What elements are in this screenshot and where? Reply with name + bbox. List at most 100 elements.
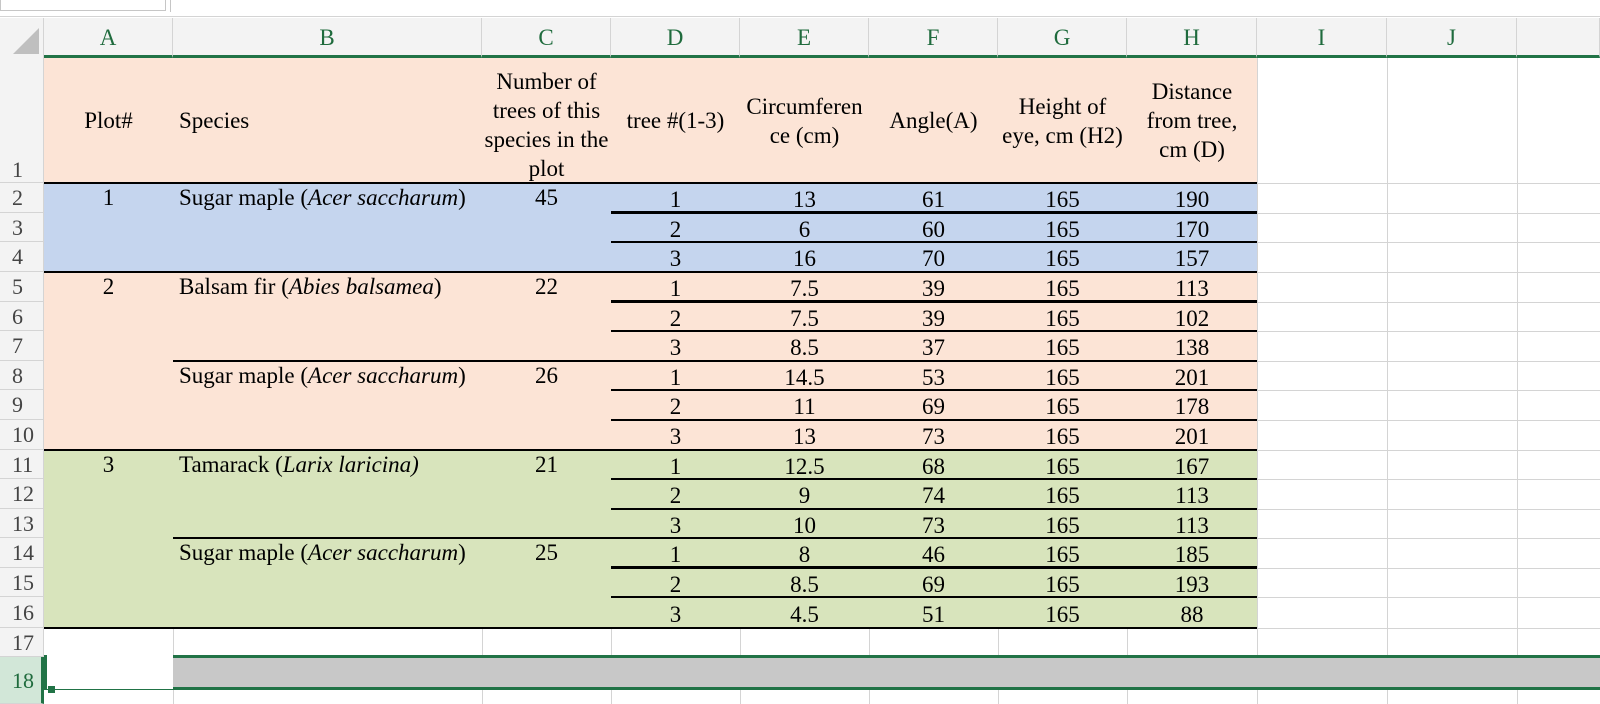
angle-cell[interactable]: 60 — [922, 217, 945, 242]
distance-cell[interactable]: 113 — [1175, 513, 1209, 538]
row-header-9[interactable]: 9 — [0, 390, 44, 420]
circumference-cell[interactable]: 12.5 — [784, 454, 825, 479]
row-header-14[interactable]: 14 — [0, 538, 44, 568]
column-header-g[interactable]: G — [998, 18, 1127, 58]
distance-cell[interactable]: 185 — [1174, 542, 1210, 567]
height-of-eye-cell[interactable]: 165 — [1045, 513, 1080, 538]
tree-number-cell[interactable]: 1 — [669, 542, 682, 567]
angle-cell[interactable]: 39 — [922, 276, 945, 301]
height-of-eye-cell[interactable]: 165 — [1045, 246, 1080, 271]
circumference-cell[interactable]: 6 — [798, 217, 811, 242]
height-of-eye-cell[interactable]: 165 — [1045, 572, 1080, 597]
circumference-cell[interactable]: 14.5 — [784, 365, 825, 390]
tree-number-cell[interactable]: 1 — [669, 365, 682, 390]
row-header-17[interactable]: 17 — [0, 628, 44, 657]
circumference-cell[interactable]: 7.5 — [790, 306, 819, 331]
height-of-eye-cell[interactable]: 165 — [1045, 365, 1080, 390]
row-header-6[interactable]: 6 — [0, 302, 44, 331]
tree-number-cell[interactable]: 2 — [669, 217, 682, 242]
tree-number-cell[interactable]: 1 — [669, 454, 682, 479]
column-header-j[interactable]: J — [1387, 18, 1517, 58]
distance-cell[interactable]: 201 — [1174, 424, 1210, 449]
distance-cell[interactable]: 113 — [1175, 276, 1209, 301]
distance-cell[interactable]: 138 — [1174, 335, 1210, 360]
height-of-eye-cell[interactable]: 165 — [1045, 217, 1080, 242]
circumference-cell[interactable]: 11 — [793, 394, 816, 419]
distance-cell[interactable]: 193 — [1174, 572, 1210, 597]
column-header-f[interactable]: F — [869, 18, 998, 58]
distance-cell[interactable]: 170 — [1174, 217, 1210, 242]
angle-cell[interactable]: 61 — [922, 187, 945, 212]
active-cell-a18[interactable] — [44, 655, 173, 689]
angle-cell[interactable]: 51 — [922, 602, 945, 627]
worksheet-grid[interactable]: Plot# Species Number of trees of this spec… — [44, 58, 1600, 704]
angle-cell[interactable]: 69 — [922, 394, 945, 419]
distance-cell[interactable]: 190 — [1174, 187, 1210, 212]
height-of-eye-cell[interactable]: 165 — [1045, 394, 1080, 419]
fill-handle[interactable] — [48, 686, 55, 693]
name-box[interactable] — [0, 0, 166, 11]
circumference-cell[interactable]: 8.5 — [790, 335, 819, 360]
column-header-b[interactable]: B — [173, 18, 482, 58]
circumference-cell[interactable]: 13 — [793, 424, 816, 449]
height-of-eye-cell[interactable]: 165 — [1045, 542, 1080, 567]
tree-number-cell[interactable]: 2 — [669, 483, 682, 508]
height-of-eye-cell[interactable]: 165 — [1045, 276, 1080, 301]
height-of-eye-cell[interactable]: 165 — [1045, 602, 1080, 627]
row-header-7[interactable]: 7 — [0, 331, 44, 361]
angle-cell[interactable]: 70 — [922, 246, 945, 271]
tree-number-cell[interactable]: 3 — [669, 424, 682, 449]
angle-cell[interactable]: 39 — [922, 306, 945, 331]
row-header-13[interactable]: 13 — [0, 509, 44, 538]
height-of-eye-cell[interactable]: 165 — [1045, 483, 1080, 508]
angle-cell[interactable]: 73 — [922, 513, 945, 538]
distance-cell[interactable]: 201 — [1174, 365, 1210, 390]
select-all-button[interactable] — [0, 18, 44, 58]
circumference-cell[interactable]: 8.5 — [790, 572, 819, 597]
column-header-i[interactable]: I — [1257, 18, 1387, 58]
row-header-2[interactable]: 2 — [0, 183, 44, 213]
distance-cell[interactable]: 102 — [1174, 306, 1210, 331]
angle-cell[interactable]: 53 — [922, 365, 945, 390]
circumference-cell[interactable]: 7.5 — [790, 276, 819, 301]
angle-cell[interactable]: 73 — [922, 424, 945, 449]
column-header-d[interactable]: D — [611, 18, 740, 58]
distance-cell[interactable]: 113 — [1175, 483, 1209, 508]
circumference-cell[interactable]: 4.5 — [790, 602, 819, 627]
tree-number-cell[interactable]: 3 — [669, 513, 682, 538]
tree-number-cell[interactable]: 2 — [669, 306, 682, 331]
row-header-16[interactable]: 16 — [0, 597, 44, 628]
height-of-eye-cell[interactable]: 165 — [1045, 424, 1080, 449]
distance-cell[interactable]: 88 — [1180, 602, 1204, 627]
height-of-eye-cell[interactable]: 165 — [1045, 335, 1080, 360]
row-header-15[interactable]: 15 — [0, 568, 44, 597]
column-header-e[interactable]: E — [740, 18, 869, 58]
tree-number-cell[interactable]: 2 — [669, 572, 682, 597]
circumference-cell[interactable]: 10 — [793, 513, 816, 538]
row-header-12[interactable]: 12 — [0, 479, 44, 509]
distance-cell[interactable]: 157 — [1174, 246, 1210, 271]
column-header-a[interactable]: A — [44, 18, 173, 58]
tree-number-cell[interactable]: 1 — [669, 276, 682, 301]
row-header-5[interactable]: 5 — [0, 272, 44, 302]
height-of-eye-cell[interactable]: 165 — [1045, 454, 1080, 479]
angle-cell[interactable]: 46 — [922, 542, 945, 567]
height-of-eye-cell[interactable]: 165 — [1045, 306, 1080, 331]
distance-cell[interactable]: 167 — [1174, 454, 1210, 479]
row-header-11[interactable]: 11 — [0, 450, 44, 479]
angle-cell[interactable]: 68 — [922, 454, 945, 479]
row-header-10[interactable]: 10 — [0, 420, 44, 450]
row-header-18[interactable]: 18 — [0, 657, 44, 704]
tree-number-cell[interactable]: 3 — [669, 335, 682, 360]
circumference-cell[interactable]: 9 — [798, 483, 811, 508]
tree-number-cell[interactable]: 2 — [669, 394, 682, 419]
circumference-cell[interactable]: 16 — [793, 246, 816, 271]
row-header-1[interactable]: 1 — [0, 58, 44, 183]
angle-cell[interactable]: 74 — [922, 483, 945, 508]
column-header-c[interactable]: C — [482, 18, 611, 58]
height-of-eye-cell[interactable]: 165 — [1045, 187, 1080, 212]
tree-number-cell[interactable]: 1 — [669, 187, 682, 212]
circumference-cell[interactable]: 8 — [798, 542, 811, 567]
tree-number-cell[interactable]: 3 — [669, 602, 682, 627]
tree-number-cell[interactable]: 3 — [669, 246, 682, 271]
